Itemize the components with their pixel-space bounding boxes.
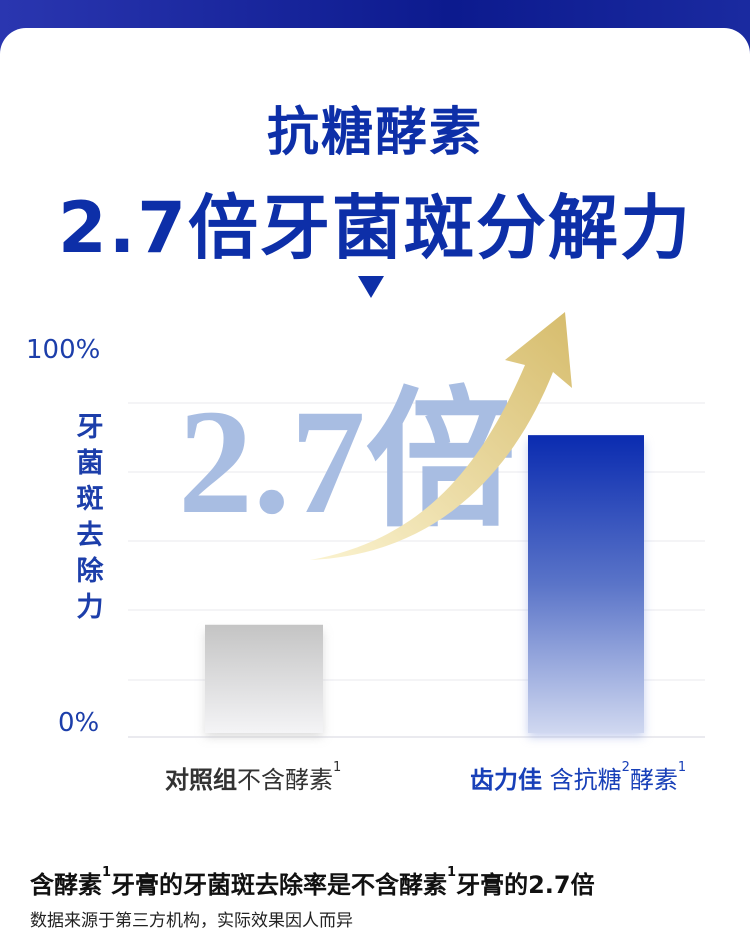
- footnote-mark: 1: [677, 760, 687, 775]
- category-control-desc: 不含酵素: [237, 766, 333, 794]
- growth-arrow: [310, 312, 572, 560]
- footnote-mark: 1: [333, 760, 342, 775]
- category-product-brand: 齿力佳: [470, 766, 542, 794]
- watermark-annotation: 2.7倍: [178, 379, 516, 545]
- footnote-mark: 1: [447, 865, 457, 880]
- claim-part: 牙膏的2.7倍: [456, 871, 595, 899]
- title-line1: 抗糖酵素: [266, 103, 483, 163]
- category-control: 对照组不含酵素1: [165, 760, 341, 795]
- claim-part: 牙膏的牙菌斑去除率是不含酵素: [111, 871, 448, 899]
- category-product-desc2: 酵素: [629, 766, 678, 794]
- y-axis-label: 牙菌斑去除力: [76, 412, 104, 623]
- footer-claim: 含酵素1牙膏的牙菌斑去除率是不含酵素1牙膏的2.7倍: [30, 865, 595, 900]
- footer-disclaimer: 数据来源于第三方机构，实际效果因人而异: [30, 911, 353, 931]
- category-control-brand: 对照组: [165, 766, 237, 794]
- category-product-desc: 含抗糖: [542, 766, 622, 794]
- footnote-mark: 2: [621, 760, 630, 775]
- y-tick-0: 0%: [58, 708, 100, 738]
- down-triangle-icon: [358, 276, 384, 298]
- bar-product: [528, 435, 644, 733]
- bar-control: [205, 624, 323, 733]
- y-tick-100: 100%: [26, 335, 101, 365]
- title-line2: 2.7倍牙菌斑分解力: [57, 187, 692, 269]
- footnote-mark: 1: [102, 865, 112, 880]
- claim-part: 含酵素: [30, 871, 102, 899]
- category-product: 齿力佳 含抗糖2酵素1: [470, 760, 686, 795]
